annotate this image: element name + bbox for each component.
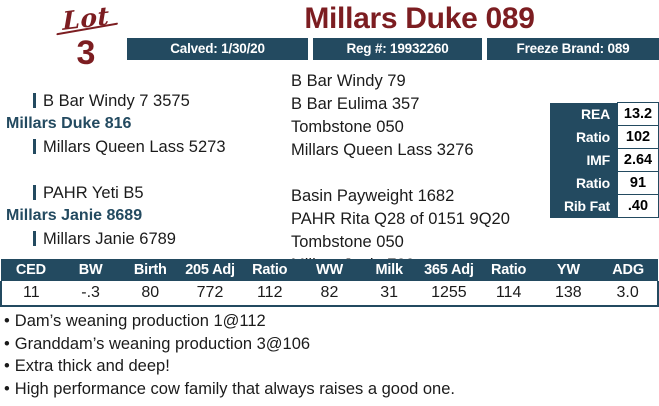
table-row: 11 -.3 80 772 112 82 31 1255 114 138 3.0: [0, 281, 659, 307]
page-title: Millars Duke 089: [304, 2, 535, 35]
pedigree-tick-icon: [33, 185, 36, 200]
registration-bar: Reg #: 19932260: [313, 38, 482, 60]
dam-group: PAHR Yeti B5 Millars Janie 8689 Millars …: [0, 182, 288, 251]
grandparent-name: B Bar Windy 79: [291, 72, 406, 90]
grandparent-name: Millars Queen Lass 3276: [291, 141, 474, 159]
epd-header-ratio-1: Ratio: [239, 259, 300, 281]
table-row: IMF 2.64: [550, 148, 659, 172]
carcass-value: 2.64: [617, 148, 659, 172]
dam-name: Millars Janie 8689: [6, 207, 143, 224]
epd-value-bw: -.3: [60, 281, 121, 307]
dam-dam-row: Millars Janie 6789: [0, 228, 288, 251]
epd-value-milk: 31: [359, 281, 420, 307]
lot-number: 3: [76, 34, 96, 72]
pedigree-column-spacer: [291, 162, 546, 185]
note-text: Granddam’s weaning production 3@106: [14, 334, 311, 353]
carcass-label: Ratio: [550, 171, 618, 195]
carcass-value: 13.2: [617, 102, 659, 126]
note-text: High performance cow family that always …: [14, 379, 455, 398]
epd-value-205adj: 772: [180, 281, 240, 307]
list-item: • Granddam’s weaning production 3@106: [4, 333, 659, 356]
pedigree-tick-icon: [33, 231, 36, 246]
grandparent-name: Tombstone 050: [291, 118, 404, 136]
grandparent-name: B Bar Eulima 357: [291, 95, 420, 113]
epd-header-adg: ADG: [598, 259, 658, 281]
bullet-icon: •: [4, 312, 10, 330]
pedigree-grandparents-column: B Bar Windy 79 B Bar Eulima 357 Tombston…: [291, 70, 546, 277]
epd-value-365adj: 1255: [419, 281, 479, 307]
header-bar-group: Calved: 1/30/20 Reg #: 19932260 Freeze B…: [127, 38, 659, 60]
table-row: Rib Fat .40: [550, 194, 659, 218]
bullet-icon: •: [4, 357, 10, 375]
notes-list: • Dam’s weaning production 1@112 • Grandda…: [4, 310, 659, 400]
epd-value-adg: 3.0: [598, 281, 659, 307]
carcass-value: .40: [617, 194, 659, 218]
epd-header-ratio-2: Ratio: [478, 259, 539, 281]
epd-header-ced: CED: [1, 259, 61, 281]
grandparent-name: PAHR Rita Q28 of 0151 9Q20: [291, 210, 510, 228]
pedigree-tick-icon: [33, 139, 36, 154]
epd-header-ww: WW: [299, 259, 360, 281]
sire-name: Millars Duke 816: [6, 115, 132, 132]
sire-sire-name: B Bar Windy 7 3575: [43, 92, 190, 110]
dam-dam-name: Millars Janie 6789: [43, 230, 176, 248]
epd-header-bw: BW: [60, 259, 121, 281]
list-item: • Dam’s weaning production 1@112: [4, 310, 659, 333]
epd-header-birth: Birth: [120, 259, 181, 281]
epd-value-ww: 82: [299, 281, 360, 307]
carcass-value: 102: [617, 125, 659, 149]
bullet-icon: •: [4, 334, 10, 353]
carcass-label: Ratio: [550, 125, 618, 149]
bullet-icon: •: [4, 379, 10, 398]
epd-header-205adj: 205 Adj: [180, 259, 240, 281]
dam-sire-name: PAHR Yeti B5: [43, 184, 144, 202]
carcass-label: REA: [550, 102, 618, 126]
epd-value-ratio-1: 112: [239, 281, 300, 307]
epd-header-milk: Milk: [359, 259, 420, 281]
epd-value-ced: 11: [0, 281, 61, 307]
carcass-label: IMF: [550, 148, 618, 172]
table-row: REA 13.2: [550, 102, 659, 126]
calved-bar: Calved: 1/30/20: [127, 38, 308, 60]
grandparent-name: Basin Payweight 1682: [291, 187, 455, 205]
freeze-brand-bar: Freeze Brand: 089: [487, 38, 659, 60]
sire-group: B Bar Windy 7 3575 Millars Duke 816 Mill…: [0, 90, 288, 159]
pedigree-tick-icon: [33, 93, 36, 108]
sire-sire-row: B Bar Windy 7 3575: [0, 90, 288, 113]
pedigree-parents-column: B Bar Windy 7 3575 Millars Duke 816 Mill…: [0, 90, 288, 251]
list-item: • High performance cow family that always…: [4, 378, 659, 401]
grandparent-name: Tombstone 050: [291, 233, 404, 251]
sire-row: Millars Duke 816: [0, 113, 288, 136]
epd-header-yw: YW: [538, 259, 599, 281]
carcass-label: Rib Fat: [550, 194, 618, 218]
table-row: Ratio 91: [550, 171, 659, 195]
epd-value-ratio-2: 114: [478, 281, 539, 307]
epd-performance-table: CED BW Birth 205 Adj Ratio WW Milk 365 A…: [0, 259, 659, 307]
sire-dam-name: Millars Queen Lass 5273: [43, 138, 226, 156]
note-text: Dam’s weaning production 1@112: [14, 312, 266, 330]
dam-sire-row: PAHR Yeti B5: [0, 182, 288, 205]
list-item: • Extra thick and deep!: [4, 355, 659, 378]
lot-script-label: Lot: [40, 0, 132, 37]
epd-header-365adj: 365 Adj: [419, 259, 479, 281]
epd-value-birth: 80: [120, 281, 181, 307]
epd-value-yw: 138: [538, 281, 599, 307]
table-row: Ratio 102: [550, 125, 659, 149]
note-text: Extra thick and deep!: [14, 357, 170, 375]
lot-badge: Lot 3: [40, 0, 132, 72]
carcass-value: 91: [617, 171, 659, 195]
table-header-row: CED BW Birth 205 Adj Ratio WW Milk 365 A…: [1, 259, 658, 281]
carcass-data-table: REA 13.2 Ratio 102 IMF 2.64 Ratio 91 Rib…: [550, 102, 659, 218]
sire-dam-row: Millars Queen Lass 5273: [0, 136, 288, 159]
dam-row: Millars Janie 8689: [0, 205, 288, 228]
